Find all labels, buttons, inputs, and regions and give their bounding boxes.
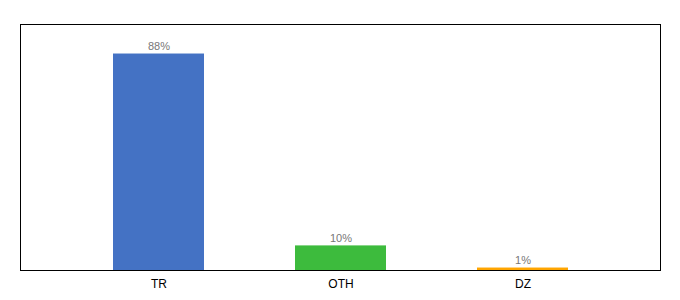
svg-text:10%: 10% <box>330 232 352 244</box>
svg-text:1%: 1% <box>515 254 531 266</box>
svg-text:88%: 88% <box>148 40 170 52</box>
svg-text:TR: TR <box>151 277 167 291</box>
svg-text:OTH: OTH <box>328 277 353 291</box>
svg-text:DZ: DZ <box>515 277 531 291</box>
